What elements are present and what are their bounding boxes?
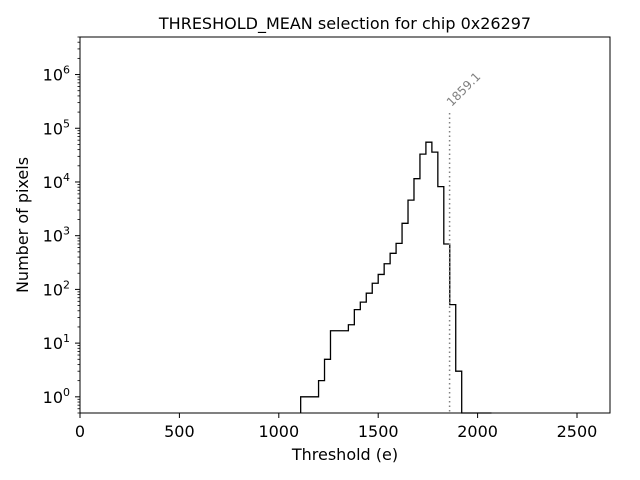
y-axis-label: Number of pixels [13,157,32,293]
plot-frame [79,36,611,414]
x-axis: 0 500 1000 1500 2000 2500 [75,413,597,441]
x-tick-label: 500 [164,422,195,441]
x-tick-label: 1000 [258,422,299,441]
y-tick-label: 106 [43,64,70,85]
y-tick-label: 101 [43,332,70,353]
y-tick-label: 104 [43,171,70,192]
x-tick-label: 1500 [358,422,399,441]
x-tick-label: 2500 [557,422,598,441]
x-tick-label: 0 [75,422,85,441]
histogram-outline [300,141,492,414]
y-axis: 100 101 102 103 104 105 106 [43,36,80,414]
x-tick-label: 2000 [457,422,498,441]
chart-title: THRESHOLD_MEAN selection for chip 0x2629… [158,14,531,34]
y-tick-label: 105 [43,117,70,138]
y-tick-label: 100 [43,386,70,407]
y-tick-label: 102 [43,278,70,299]
x-axis-label: Threshold (e) [291,445,398,464]
y-tick-label: 103 [43,225,70,246]
